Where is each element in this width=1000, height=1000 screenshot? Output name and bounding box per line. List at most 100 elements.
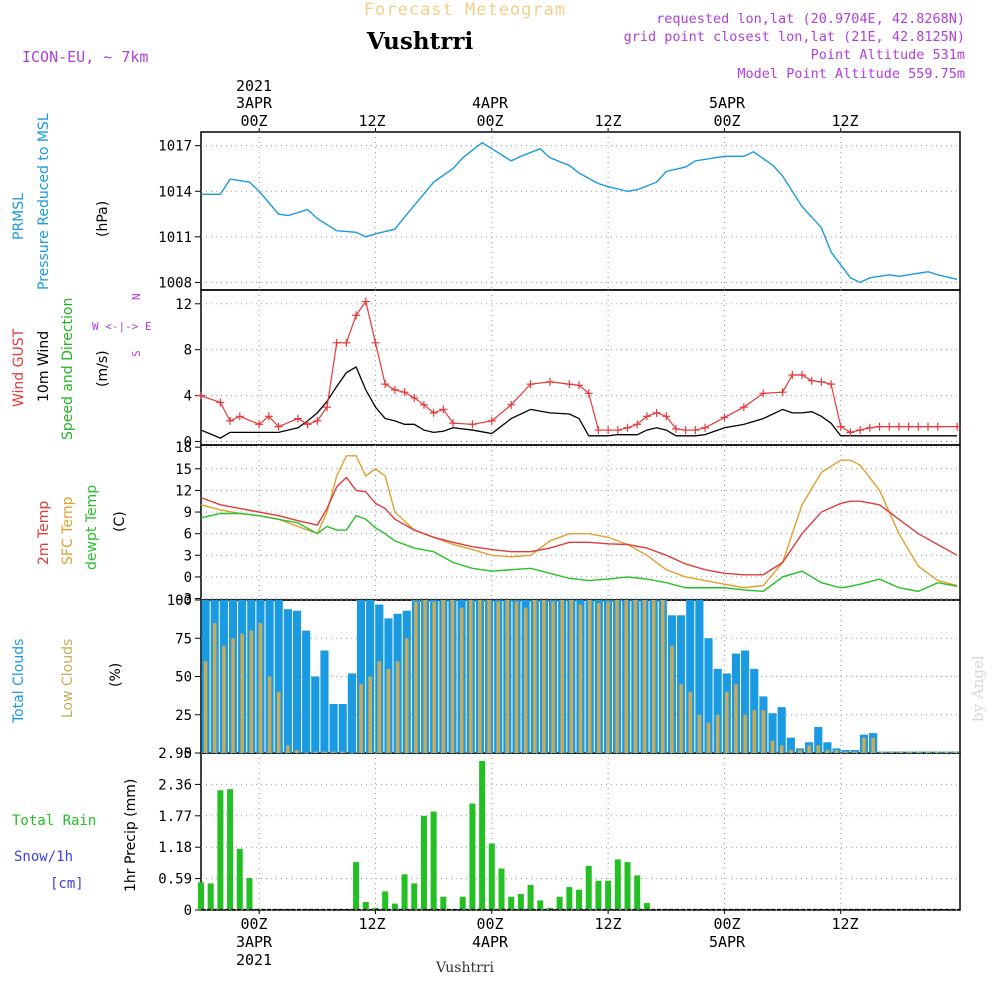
total-cloud-bar (768, 713, 777, 753)
gust-marker (468, 420, 477, 429)
rain-bar (198, 882, 204, 910)
low-cloud-bar (377, 661, 382, 753)
low-cloud-bar (404, 638, 409, 753)
temp-label-1: 2m Temp (36, 501, 52, 565)
rain-bar (256, 908, 263, 910)
low-cloud-bar (615, 600, 619, 753)
low-cloud-bar (222, 645, 226, 753)
precipitation-ytick-label-5: 2.95 (158, 746, 192, 762)
precip-label-2: Snow/1h (14, 849, 73, 865)
gust-marker (924, 422, 933, 431)
rain-bar (527, 884, 534, 910)
low-cloud-bar (523, 607, 528, 753)
low-cloud-bar (761, 710, 766, 753)
rain-bar (391, 903, 398, 910)
gust-marker (507, 400, 516, 409)
gust-marker (274, 422, 283, 431)
low-cloud-bar (679, 684, 683, 753)
gust-marker (827, 380, 836, 389)
gust-marker (381, 380, 390, 389)
precipitation-ytick-label-1: 0.59 (158, 872, 192, 888)
gust-marker (846, 428, 855, 437)
temperature-ytick-label-6: 15 (175, 462, 192, 478)
low-cloud-bar (917, 751, 921, 753)
gust-marker (613, 426, 622, 435)
wind-unit: (m/s) (95, 350, 111, 387)
gust-marker (361, 297, 370, 306)
clouds-unit: (%) (108, 663, 124, 687)
low-cloud-bar (487, 600, 491, 753)
rain-bar (537, 900, 544, 910)
temperature-ytick-label-1: 0 (184, 570, 192, 586)
rain-bar (353, 862, 360, 910)
wind-gust-line (200, 300, 958, 434)
total-cloud-bar (823, 742, 832, 753)
gust-marker (594, 426, 603, 435)
rain-bar (227, 789, 234, 910)
low-cloud-bar (926, 751, 930, 753)
wind-speed-line (200, 365, 958, 439)
rain-bar (556, 896, 563, 910)
gust-marker (807, 376, 816, 385)
bottom-date-label-2: 4APR (472, 933, 509, 951)
pressure-ytick-label-2: 1014 (158, 184, 192, 200)
total-cloud-bar (713, 668, 722, 753)
low-cloud-bar (642, 600, 647, 753)
axes: 100810111014101704812-303691215180255075… (158, 128, 842, 919)
gust-marker (914, 422, 923, 431)
total-cloud-bar (302, 630, 311, 753)
low-cloud-bar (770, 740, 775, 753)
low-cloud-bar (935, 751, 939, 753)
gust-marker (642, 412, 651, 421)
gust-marker (904, 422, 913, 431)
low-cloud-bar (633, 600, 638, 753)
low-cloud-bar (386, 668, 391, 753)
temp-label-2: SFC Temp (60, 496, 76, 565)
gust-marker (264, 412, 273, 421)
pressure-unit: (hPa) (95, 201, 111, 237)
low-cloud-bar (276, 691, 281, 753)
low-cloud-bar (853, 751, 857, 753)
rain-bar (469, 803, 476, 910)
clouds-ytick-label-4: 100 (167, 593, 192, 609)
forecast-title: Forecast Meteogram (364, 0, 566, 20)
gust-marker (875, 422, 884, 431)
total-cloud-bar (311, 676, 320, 753)
gust-marker (671, 424, 680, 433)
low-cloud-bar (670, 645, 674, 753)
low-cloud-bar (331, 751, 336, 753)
compass-s: S (130, 350, 143, 357)
precip-label-1: Total Rain (12, 813, 96, 829)
low-cloud-bar (688, 691, 693, 753)
temperature-ytick-label-4: 9 (184, 505, 192, 521)
bottom-location: Vushtrri (435, 960, 494, 976)
gust-marker (410, 393, 419, 402)
rain-bar (217, 790, 224, 910)
bottom-tick-label-5: 12Z (831, 915, 858, 933)
low-cloud-bar (340, 751, 345, 753)
top-date-label-2: 4APR (472, 94, 509, 112)
low-cloud-bar (514, 601, 519, 753)
low-cloud-bar (395, 661, 400, 753)
precip-panel-labels: Total Rain Snow/1h [cm] 1hr Precip (mm) (12, 779, 139, 892)
gust-marker (342, 338, 351, 347)
temperature-ytick-label-0: -3 (175, 592, 192, 608)
low-cloud-bar (560, 600, 564, 753)
wind-ytick-label-1: 4 (184, 389, 192, 405)
rain-bar (362, 902, 369, 910)
precipitation-ytick-label-2: 1.18 (158, 840, 192, 856)
low-cloud-bar (843, 751, 848, 753)
low-cloud-bar (450, 600, 455, 753)
low-cloud-bar (532, 600, 537, 753)
temp-panel-labels: 2m Temp SFC Temp dewpt Temp (C) (36, 485, 128, 570)
pressure-ytick-label-0: 1008 (158, 275, 192, 291)
location-title: Vushtrri (366, 28, 474, 55)
gust-marker (739, 403, 748, 412)
top-tick-label-4: 00Z (713, 112, 740, 130)
clouds-ytick-label-3: 75 (175, 631, 192, 647)
compass-we: W <-|-> E (92, 320, 152, 333)
low-cloud-bar (734, 684, 738, 753)
pressure-panel-labels: PRMSL Pressure Reduced to MSL (hPa) (11, 113, 111, 290)
low-cloud-bar (441, 600, 446, 753)
precip-label-3: [cm] (50, 876, 84, 892)
